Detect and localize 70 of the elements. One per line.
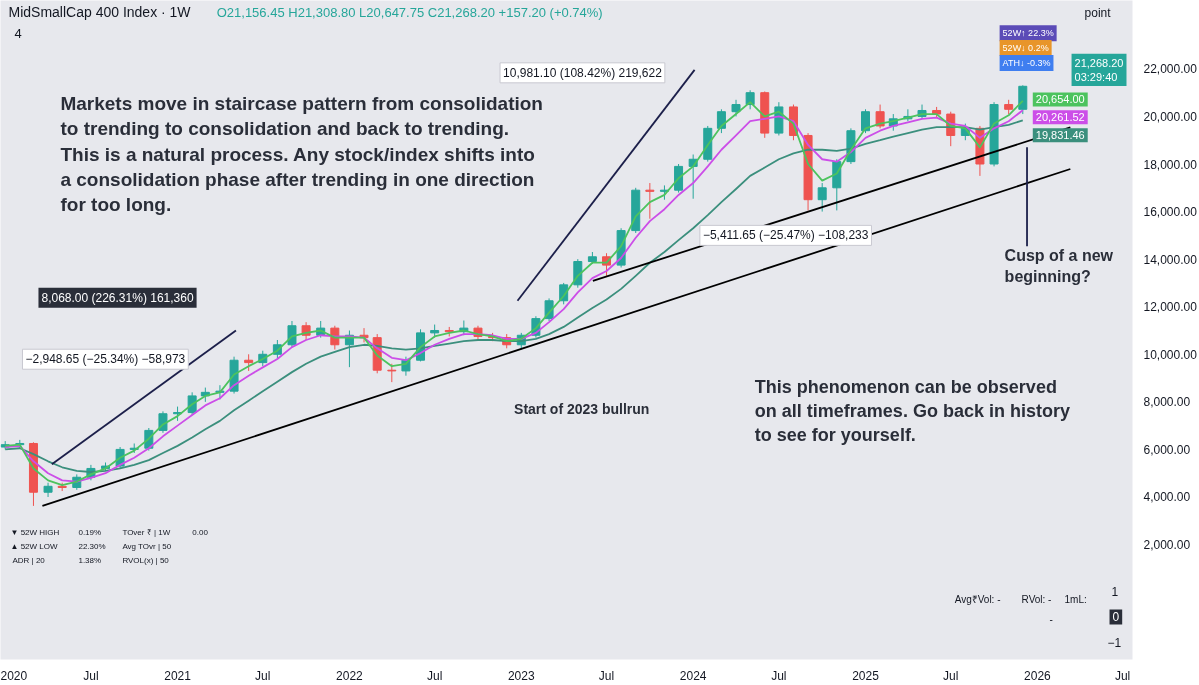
candlestick: [817, 182, 827, 213]
annotation: 0.19%: [78, 528, 102, 538]
annotation: 0.00: [192, 528, 209, 538]
y-tick-label: 4,000.00: [1143, 490, 1191, 505]
x-tick-label: Jul: [83, 668, 99, 683]
annotation: Avg₹Vol: -: [954, 593, 1001, 605]
annotation: -: [1049, 613, 1053, 625]
x-tick-label: Jul: [771, 668, 787, 683]
annotation: Cusp of a new beginning?: [1004, 247, 1114, 285]
annotation: −2,948.65 (−25.34%) −58,973: [25, 352, 186, 367]
candlestick: [43, 482, 53, 498]
x-tick-label: 2021: [164, 668, 192, 683]
data-label: 20,654.00: [1035, 93, 1085, 106]
x-tick-label: 2025: [852, 668, 880, 683]
y-tick-label: 18,000.00: [1143, 157, 1198, 172]
candlestick: [1018, 84, 1028, 115]
data-label: 19,831.46: [1035, 129, 1085, 142]
x-tick-label: 2022: [336, 668, 364, 683]
chart-subtitle: O21,156.45 H21,308.80 L20,647.75 C21,268.20 +157.20 (+0.74%): [216, 4, 603, 20]
candlestick: [287, 320, 297, 348]
y-tick-label: 20,000.00: [1143, 109, 1198, 124]
candlestick: [674, 163, 684, 194]
annotation: ATH↓ -0.3%: [1002, 57, 1051, 68]
annotation: ▲ 52W LOW: [10, 542, 58, 552]
annotation: TOver ₹ | 1W: [122, 528, 171, 538]
annotation: 52W↓ 0.2%: [1002, 43, 1049, 54]
y-tick-label: 14,000.00: [1143, 252, 1198, 267]
annotation: 4: [14, 25, 22, 41]
x-tick-label: Jul: [943, 668, 959, 683]
annotation: −1: [1107, 636, 1122, 651]
annotation: 52W↑ 22.3%: [1002, 28, 1054, 39]
y-tick-label: 2,000.00: [1143, 538, 1191, 553]
candlestick: [645, 182, 655, 220]
annotation: Start of 2023 bullrun: [514, 400, 650, 417]
annotation: ADR | 20: [12, 555, 46, 565]
y-tick-label: 6,000.00: [1143, 442, 1191, 457]
annotation: 0: [1112, 610, 1120, 625]
x-tick-label: 2026: [1024, 668, 1052, 683]
x-tick-label: 2024: [679, 668, 707, 683]
annotation: point: [1084, 6, 1112, 21]
y-tick-label: 12,000.00: [1143, 300, 1198, 315]
annotation: Avg TOvr | 50: [122, 542, 172, 552]
x-tick-label: Jul: [598, 668, 615, 683]
data-label: 20,261.52: [1035, 111, 1085, 124]
annotation: 22.30%: [78, 542, 106, 552]
x-tick-label: Jul: [1114, 668, 1131, 683]
y-tick-label: 16,000.00: [1143, 205, 1198, 220]
x-tick-label: 2023: [507, 668, 535, 683]
y-tick-label: 8,000.00: [1143, 395, 1191, 410]
annotation: 10,981.10 (108.42%) 219,622: [503, 65, 663, 80]
annotation: This phenomenon can be observed on all timeframes. Go back in history to see for yourself.: [754, 376, 1070, 445]
annotation: 1: [1111, 584, 1119, 599]
annotation: 1mL:: [1064, 593, 1087, 605]
annotation: 21,268.20 03:29:40: [1074, 56, 1124, 84]
annotation: Markets move in staircase pattern from consolidation to trending to consolidation and back to trending. This is a natural process. Any stock/index shifts into a consolidation phase after trending in one direction for too long.: [60, 93, 543, 215]
y-tick-label: 10,000.00: [1143, 347, 1198, 362]
chart-title: MidSmallCap 400 Index · 1W: [8, 4, 192, 21]
x-tick-label: 2020: [0, 668, 28, 683]
candlestick: [875, 104, 885, 129]
y-tick-label: 22,000.00: [1143, 62, 1198, 77]
x-tick-label: Jul: [255, 668, 271, 683]
annotation: RVOL(x) | 50: [122, 555, 170, 565]
annotation: −5,411.65 (−25.47%) −108,233: [702, 228, 869, 243]
candlestick: [387, 363, 397, 383]
annotation: ▼ 52W HIGH: [10, 528, 60, 538]
candlestick: [716, 108, 726, 134]
annotation: 1.38%: [78, 555, 102, 565]
x-tick-label: Jul: [426, 668, 443, 683]
annotation: RVol: -: [1021, 593, 1052, 605]
annotation: 8,068.00 (226.31%) 161,360: [41, 290, 194, 305]
